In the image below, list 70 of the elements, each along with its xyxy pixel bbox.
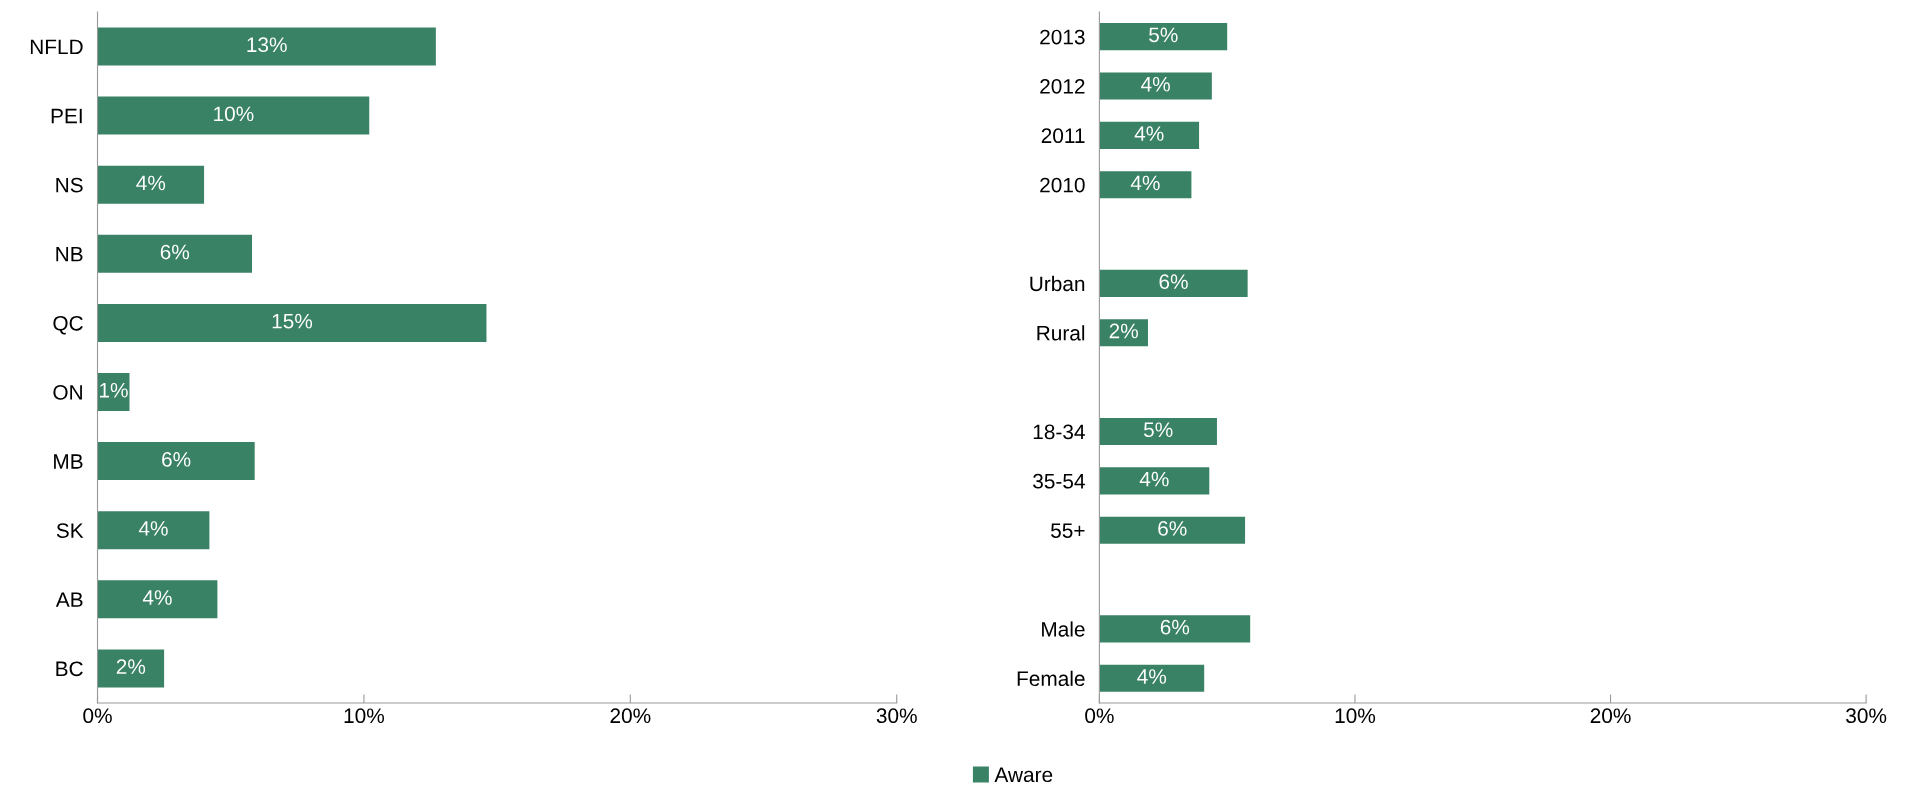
y-tick-label: BC <box>56 661 83 677</box>
y-tick-label: ON <box>53 385 82 400</box>
data-label: 15% <box>272 313 313 329</box>
x-tick-label: 30% <box>1846 708 1887 724</box>
y-tick-label: Urban <box>1030 275 1085 292</box>
bar <box>1099 23 1228 51</box>
x-tick-label: 0% <box>1085 708 1114 724</box>
bar <box>1099 615 1251 643</box>
bar <box>97 165 205 204</box>
y-tick-label: 2012 <box>1040 78 1085 94</box>
y-tick-label: QC <box>53 315 83 335</box>
bar <box>1099 72 1212 100</box>
bar <box>97 96 370 135</box>
data-label: 4% <box>138 521 168 536</box>
data-label: 6% <box>162 451 191 467</box>
data-label: 4% <box>1139 471 1169 487</box>
data-label: 1% <box>100 382 128 398</box>
y-tick-label: MB <box>54 454 83 469</box>
bar <box>97 649 165 688</box>
x-tick-label: 20% <box>1590 708 1631 724</box>
y-tick-label: 2011 <box>1041 128 1085 144</box>
bar <box>97 511 210 550</box>
y-tick-label: 18-34 <box>1033 424 1085 440</box>
y-tick-label: NFLD <box>30 39 83 55</box>
data-label: 4% <box>142 590 172 605</box>
bar <box>97 580 218 619</box>
data-label: 2% <box>1109 323 1138 339</box>
bar <box>97 303 487 342</box>
y-tick-label: Male <box>1042 621 1085 637</box>
y-tick-label: AB <box>55 592 83 607</box>
y-tick-label: NB <box>56 247 83 262</box>
y-tick-label: Female <box>1017 670 1085 687</box>
x-tick-label: 20% <box>610 708 651 724</box>
y-tick-label: PEI <box>51 108 82 124</box>
bar <box>1099 269 1248 297</box>
bar <box>1099 171 1192 199</box>
data-label: 6% <box>1159 274 1188 290</box>
legend-label: Aware <box>994 767 1053 783</box>
data-label: 10% <box>214 106 254 122</box>
data-label: 5% <box>1149 27 1178 43</box>
bar <box>1099 467 1210 495</box>
y-tick-label: 2013 <box>1040 29 1085 45</box>
x-tick-label: 0% <box>83 708 112 724</box>
data-label: 6% <box>160 244 190 260</box>
data-label: 13% <box>247 37 287 53</box>
x-tick-label: 10% <box>344 708 385 724</box>
y-tick-label: 55+ <box>1051 523 1085 538</box>
data-label: 6% <box>1160 619 1190 635</box>
x-tick-label: 30% <box>876 708 917 724</box>
x-tick-label: 10% <box>1335 708 1376 724</box>
bar <box>1099 516 1246 544</box>
data-label: 4% <box>1137 669 1167 684</box>
bar <box>97 442 255 481</box>
data-label: 4% <box>136 175 166 191</box>
bar <box>97 27 436 66</box>
bar <box>97 234 253 273</box>
data-label: 6% <box>1158 521 1187 536</box>
y-tick-label: 2010 <box>1040 177 1085 193</box>
y-tick-label: SK <box>56 523 84 538</box>
y-tick-label: Rural <box>1037 325 1085 341</box>
y-tick-label: 35-54 <box>1033 473 1085 489</box>
y-tick-label: NS <box>56 177 83 193</box>
data-label: 4% <box>1130 175 1160 191</box>
data-label: 4% <box>1141 76 1170 92</box>
bar <box>1099 121 1200 149</box>
data-label: 5% <box>1143 422 1173 438</box>
bar <box>1099 417 1217 446</box>
bar <box>1099 664 1205 692</box>
data-label: 2% <box>116 659 146 674</box>
data-label: 4% <box>1134 126 1164 141</box>
